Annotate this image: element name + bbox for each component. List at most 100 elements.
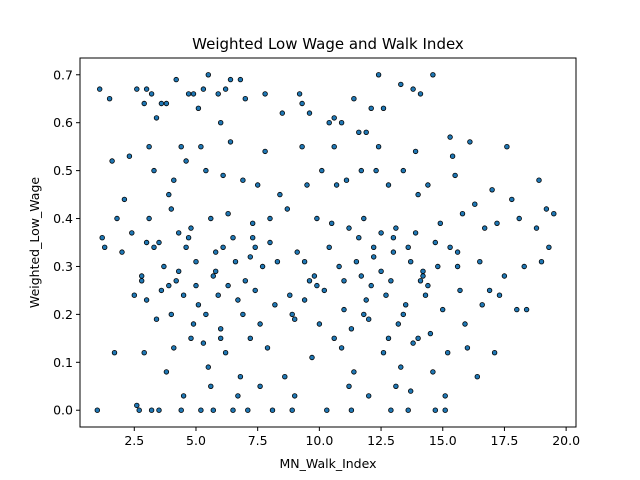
data-point <box>395 321 401 327</box>
data-point <box>472 201 478 207</box>
data-point <box>521 263 527 270</box>
y-tick-label: 0.3 <box>53 259 73 274</box>
data-point <box>306 278 313 284</box>
data-point <box>479 302 485 308</box>
data-point <box>240 311 246 318</box>
data-point <box>514 306 520 313</box>
data-point <box>296 91 303 97</box>
data-point <box>486 287 493 294</box>
data-point <box>200 340 207 346</box>
data-point <box>173 76 179 83</box>
data-point <box>94 407 100 413</box>
data-point <box>314 215 320 222</box>
data-point <box>314 282 320 289</box>
data-point <box>185 91 192 97</box>
data-point <box>415 335 421 341</box>
x-tick-label: 5.0 <box>186 433 206 448</box>
data-point <box>212 249 219 255</box>
data-point <box>205 72 211 78</box>
data-point <box>292 393 298 399</box>
data-point <box>447 134 453 140</box>
data-point <box>255 182 261 188</box>
data-point <box>195 302 202 308</box>
data-point <box>464 345 471 351</box>
data-point <box>178 407 184 413</box>
data-point <box>282 374 288 380</box>
data-point <box>326 244 332 250</box>
data-point <box>412 148 419 155</box>
data-point <box>388 407 394 413</box>
data-point <box>217 326 224 332</box>
data-point <box>378 268 384 274</box>
data-point <box>494 220 500 226</box>
data-point <box>449 153 456 159</box>
data-point <box>292 316 298 322</box>
x-tick-label: 7.5 <box>248 433 268 448</box>
data-point <box>442 407 448 413</box>
data-point <box>111 350 118 356</box>
data-point <box>166 191 172 198</box>
data-point <box>430 72 436 78</box>
data-point <box>454 249 461 255</box>
data-point <box>215 91 221 97</box>
data-point <box>227 76 234 83</box>
y-tick-label: 0.4 <box>53 211 73 226</box>
data-point <box>474 374 480 380</box>
data-point <box>235 297 241 303</box>
y-tick-label: 0.1 <box>53 355 73 370</box>
data-point <box>408 259 414 265</box>
data-point <box>363 297 369 303</box>
data-point <box>210 273 216 279</box>
data-point <box>309 354 315 361</box>
plot-area-frame <box>79 57 577 428</box>
data-point <box>252 244 258 250</box>
data-point <box>183 158 189 164</box>
data-point <box>380 350 387 356</box>
data-point <box>178 143 184 150</box>
data-point <box>299 100 305 107</box>
data-point <box>351 369 357 375</box>
data-point <box>249 220 256 226</box>
data-point <box>262 91 268 97</box>
data-point <box>467 139 473 145</box>
data-point <box>341 306 347 313</box>
data-point <box>437 220 443 226</box>
data-point <box>166 282 172 289</box>
data-point <box>393 383 399 389</box>
data-point <box>346 225 352 231</box>
data-point <box>180 393 187 399</box>
data-point <box>390 249 397 255</box>
data-point <box>351 95 357 102</box>
data-point <box>257 321 263 327</box>
data-point <box>156 407 162 413</box>
y-tick-label: 0.0 <box>53 403 73 418</box>
data-point <box>143 86 150 92</box>
data-point <box>306 110 313 116</box>
data-point <box>126 153 133 159</box>
data-point <box>134 86 140 92</box>
data-point <box>427 330 434 337</box>
data-point <box>148 407 155 413</box>
data-point <box>183 244 189 250</box>
data-point <box>195 105 202 111</box>
data-point <box>385 182 392 188</box>
data-point <box>501 273 508 279</box>
data-point <box>151 167 157 174</box>
data-point <box>163 369 170 375</box>
data-point <box>225 210 231 217</box>
data-point <box>257 383 263 389</box>
data-point <box>462 321 468 327</box>
data-point <box>225 282 231 289</box>
data-point <box>301 297 308 303</box>
data-point <box>185 234 192 241</box>
data-point <box>304 182 310 188</box>
data-point <box>489 187 495 193</box>
data-point <box>385 335 392 341</box>
data-point <box>371 244 377 250</box>
data-point <box>410 340 416 346</box>
data-point <box>188 335 194 341</box>
data-point <box>420 273 426 279</box>
data-point <box>148 91 155 97</box>
data-point <box>425 282 431 289</box>
